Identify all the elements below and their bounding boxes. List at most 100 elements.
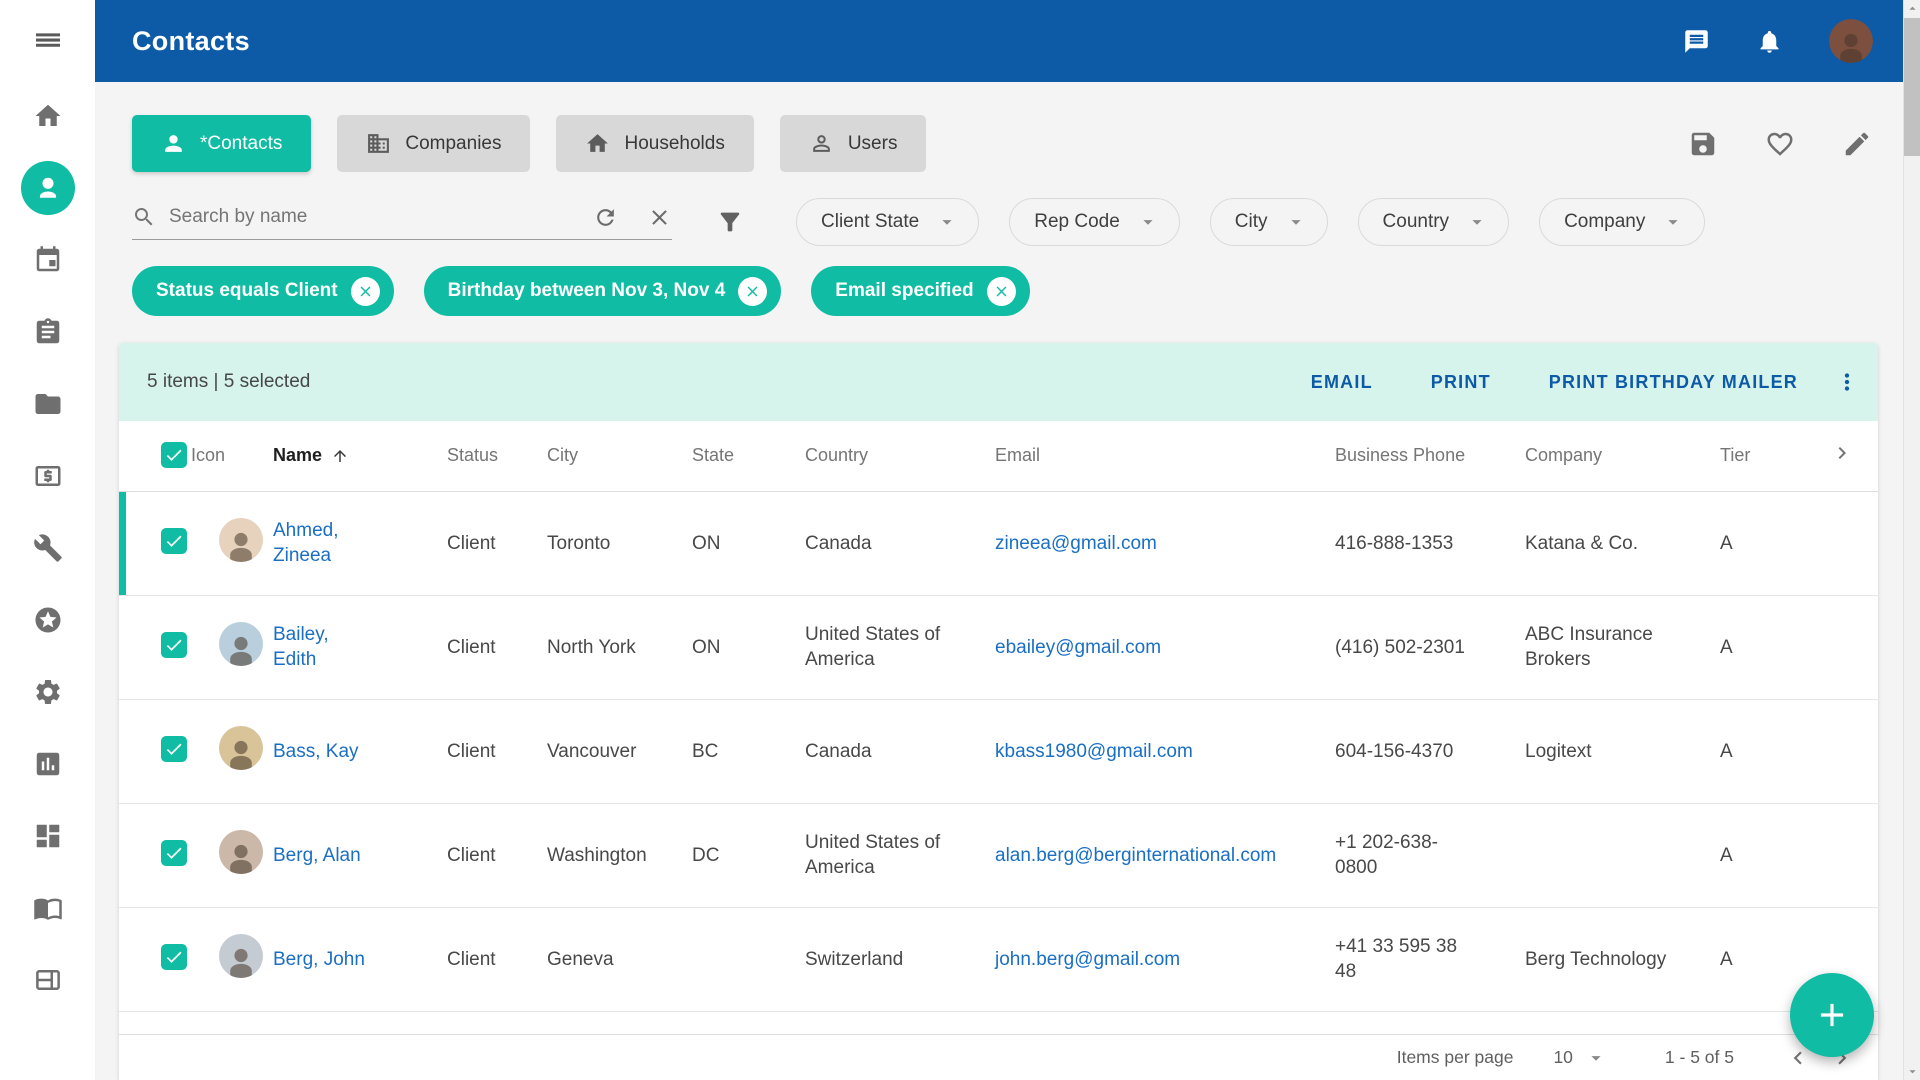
sidebar-item-reports[interactable] bbox=[0, 728, 95, 800]
business-phone-cell: 416-888-1353 bbox=[1335, 491, 1525, 596]
column-header-email[interactable]: Email bbox=[995, 421, 1335, 492]
edit-button[interactable] bbox=[1842, 129, 1872, 159]
sidebar-item-tasks[interactable] bbox=[0, 296, 95, 368]
tab-contacts[interactable]: *Contacts bbox=[132, 115, 312, 172]
scrollbar-down-arrow[interactable] bbox=[1904, 1063, 1920, 1080]
sidebar-item-dashboard[interactable] bbox=[0, 800, 95, 872]
column-label: State bbox=[692, 445, 735, 466]
sidebar-item-folder[interactable] bbox=[0, 368, 95, 440]
column-header-status[interactable]: Status bbox=[447, 421, 547, 492]
filter-dropdown-label: City bbox=[1234, 211, 1268, 232]
filter-button[interactable] bbox=[716, 208, 744, 236]
state-cell: BC bbox=[692, 699, 805, 804]
notifications-button[interactable] bbox=[1756, 28, 1783, 55]
contact-email-link[interactable]: ebailey@gmail.com bbox=[995, 636, 1162, 658]
state-cell bbox=[692, 907, 805, 1012]
row-checkbox[interactable] bbox=[161, 944, 187, 970]
sidebar-item-billing[interactable] bbox=[0, 440, 95, 512]
tab-label: Users bbox=[847, 132, 898, 154]
more-columns-button[interactable] bbox=[1830, 441, 1854, 465]
action-print[interactable]: PRINT bbox=[1430, 371, 1491, 392]
sidebar bbox=[0, 0, 95, 1080]
filter-dropdown-rep-code[interactable]: Rep Code bbox=[1009, 198, 1180, 246]
contact-name-link[interactable]: Berg, John bbox=[273, 948, 365, 970]
check-icon bbox=[166, 639, 182, 651]
filter-dropdown-country[interactable]: Country bbox=[1357, 198, 1510, 246]
contact-email-link[interactable]: zineea@gmail.com bbox=[995, 532, 1157, 554]
row-avatar-cell bbox=[191, 907, 273, 1012]
filter-chip-status-equals-client[interactable]: Status equals Client bbox=[132, 266, 394, 316]
column-header-tier[interactable]: Tier bbox=[1720, 421, 1830, 492]
column-header-state[interactable]: State bbox=[692, 421, 805, 492]
user-avatar[interactable] bbox=[1829, 19, 1873, 63]
contact-email-link[interactable]: kbass1980@gmail.com bbox=[995, 740, 1193, 762]
save-button[interactable] bbox=[1688, 129, 1718, 159]
select-all-checkbox[interactable] bbox=[161, 441, 187, 468]
column-header-city[interactable]: City bbox=[547, 421, 692, 492]
contact-avatar bbox=[219, 621, 263, 666]
row-checkbox[interactable] bbox=[161, 632, 187, 658]
column-header-name[interactable]: Name bbox=[273, 421, 447, 492]
contact-row: Bass, Kay Client Vancouver BC Canada kbass198… bbox=[119, 699, 1878, 804]
column-header-icon[interactable]: Icon bbox=[191, 421, 273, 492]
more-columns-cell bbox=[1830, 421, 1878, 492]
chip-remove-button[interactable] bbox=[738, 276, 768, 306]
caret-up-icon bbox=[1908, 6, 1916, 10]
row-checkbox[interactable] bbox=[161, 840, 187, 866]
filter-dropdown-city[interactable]: City bbox=[1209, 198, 1328, 246]
scrollbar-thumb[interactable] bbox=[1904, 18, 1920, 156]
chat-button[interactable] bbox=[1683, 28, 1710, 55]
refresh-search-button[interactable] bbox=[593, 205, 618, 230]
action-email[interactable]: EMAIL bbox=[1310, 371, 1373, 392]
tab-users[interactable]: Users bbox=[779, 115, 927, 172]
book-icon bbox=[33, 898, 62, 920]
previous-page-button[interactable] bbox=[1776, 1038, 1820, 1078]
add-contact-fab[interactable] bbox=[1790, 973, 1874, 1057]
menu-button[interactable] bbox=[0, 0, 95, 80]
search-input[interactable] bbox=[169, 206, 580, 228]
clear-search-button[interactable] bbox=[647, 205, 672, 230]
row-checkbox[interactable] bbox=[161, 528, 187, 554]
contact-name-link[interactable]: Ahmed, Zineea bbox=[273, 520, 339, 566]
tab-companies[interactable]: Companies bbox=[337, 115, 531, 172]
search-icon bbox=[132, 205, 156, 229]
more-actions-button[interactable] bbox=[1834, 369, 1860, 395]
filter-dropdown-client-state[interactable]: Client State bbox=[796, 198, 980, 246]
sidebar-item-contacts[interactable] bbox=[0, 152, 95, 224]
close-icon bbox=[360, 286, 371, 296]
items-per-page-label: Items per page bbox=[1396, 1047, 1514, 1067]
column-header-company[interactable]: Company bbox=[1525, 421, 1720, 492]
sidebar-item-calendar[interactable] bbox=[0, 224, 95, 296]
column-header-business-phone[interactable]: Business Phone bbox=[1335, 421, 1525, 492]
filter-chip-birthday-between-nov-3-nov-4[interactable]: Birthday between Nov 3, Nov 4 bbox=[423, 266, 782, 316]
contact-row: Bailey, Edith Client North York ON United St… bbox=[119, 595, 1878, 700]
person-silhouette-icon bbox=[1840, 33, 1862, 63]
tab-households[interactable]: Households bbox=[556, 115, 754, 172]
sidebar-item-book[interactable] bbox=[0, 872, 95, 944]
contact-name-link[interactable]: Bailey, Edith bbox=[273, 624, 329, 670]
contact-name-link[interactable]: Berg, Alan bbox=[273, 844, 361, 866]
filter-dropdown-label: Country bbox=[1382, 211, 1450, 232]
row-checkbox[interactable] bbox=[161, 736, 187, 762]
sidebar-item-home[interactable] bbox=[0, 80, 95, 152]
sidebar-item-tools[interactable] bbox=[0, 512, 95, 584]
items-per-page-select[interactable]: 10 bbox=[1553, 1047, 1606, 1069]
heart-button[interactable] bbox=[1765, 129, 1795, 159]
contact-email-link[interactable]: john.berg@gmail.com bbox=[995, 948, 1181, 970]
scrollbar-up-arrow[interactable] bbox=[1904, 0, 1920, 17]
contact-name-link[interactable]: Bass, Kay bbox=[273, 740, 359, 762]
sidebar-item-settings[interactable] bbox=[0, 656, 95, 728]
filter-chip-email-specified[interactable]: Email specified bbox=[811, 266, 1030, 316]
sidebar-item-favorites[interactable] bbox=[0, 584, 95, 656]
sidebar-item-layout[interactable] bbox=[0, 944, 95, 1016]
chip-remove-button[interactable] bbox=[986, 276, 1016, 306]
filter-dropdown-company[interactable]: Company bbox=[1539, 198, 1706, 246]
filter-dropdowns: Client State Rep Code City Country Company bbox=[796, 198, 1706, 246]
row-avatar-cell bbox=[191, 491, 273, 596]
chip-remove-button[interactable] bbox=[350, 276, 380, 306]
company-cell: Logitext bbox=[1525, 699, 1720, 804]
column-header-country[interactable]: Country bbox=[805, 421, 995, 492]
close-icon bbox=[996, 286, 1007, 296]
action-print-birthday-mailer[interactable]: PRINT BIRTHDAY MAILER bbox=[1548, 371, 1798, 392]
contact-email-link[interactable]: alan.berg@berginternational.com bbox=[995, 844, 1277, 866]
